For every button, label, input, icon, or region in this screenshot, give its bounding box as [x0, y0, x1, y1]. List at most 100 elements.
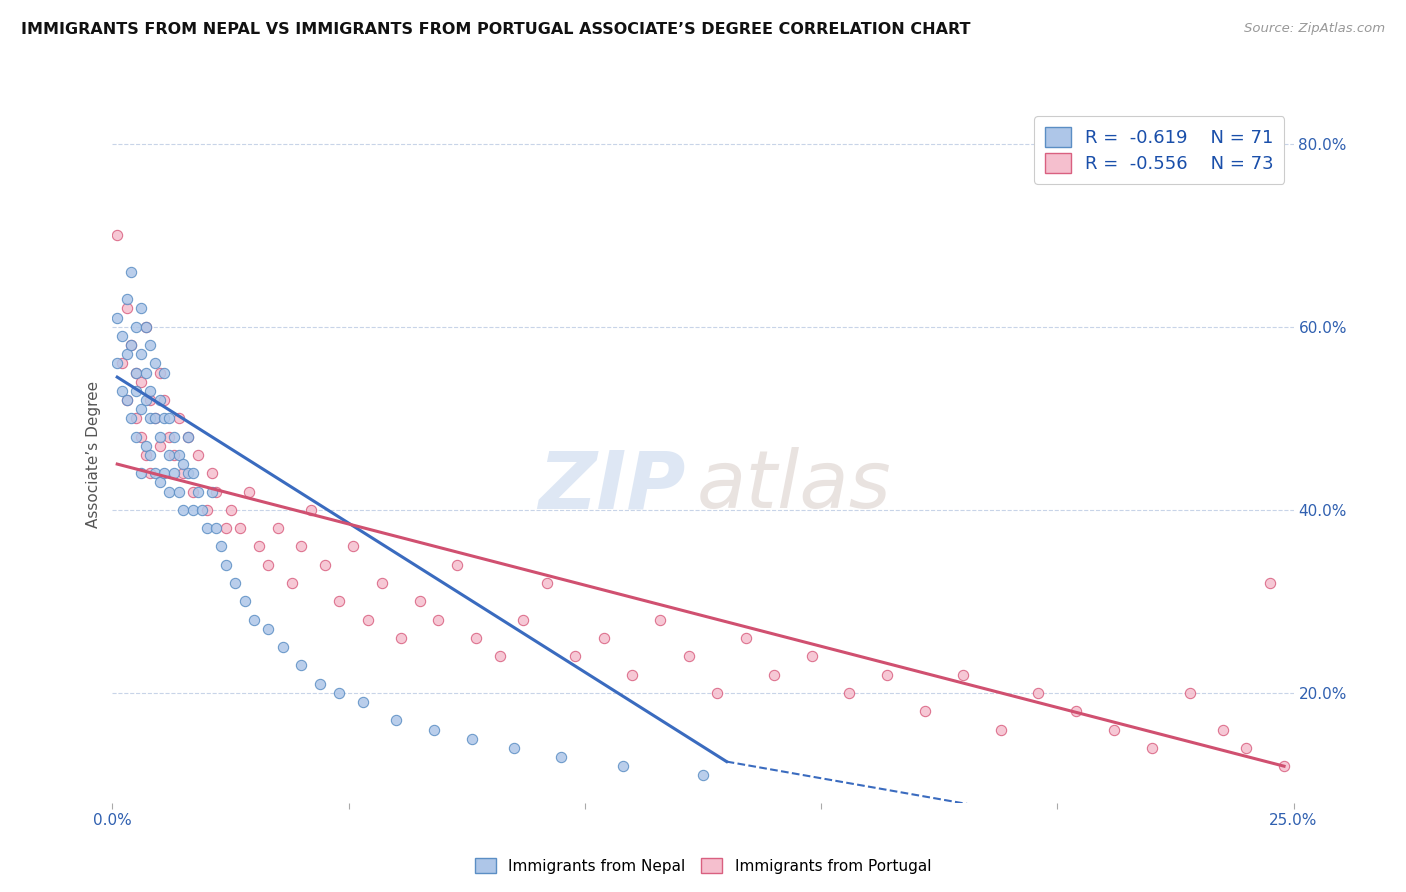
Point: [205, 521, 228, 535]
Point: [536, 576, 558, 591]
Point: [125, 411, 148, 425]
Point: [1178, 686, 1201, 700]
Text: ZIP: ZIP: [538, 447, 685, 525]
Point: [111, 329, 134, 343]
Point: [125, 384, 148, 398]
Point: [215, 521, 238, 535]
Point: [143, 411, 166, 425]
Point: [281, 576, 304, 591]
Point: [125, 319, 148, 334]
Point: [267, 521, 290, 535]
Point: [139, 392, 162, 407]
Point: [503, 740, 526, 755]
Point: [157, 484, 180, 499]
Point: [115, 347, 138, 361]
Point: [135, 392, 157, 407]
Point: [149, 475, 172, 490]
Point: [153, 366, 176, 380]
Point: [876, 667, 898, 681]
Point: [157, 429, 180, 443]
Point: [163, 467, 186, 481]
Point: [621, 667, 644, 681]
Point: [990, 723, 1012, 737]
Point: [762, 667, 785, 681]
Point: [111, 356, 134, 370]
Point: [952, 667, 974, 681]
Point: [115, 392, 138, 407]
Point: [139, 448, 162, 462]
Point: [143, 467, 166, 481]
Text: IMMIGRANTS FROM NEPAL VS IMMIGRANTS FROM PORTUGAL ASSOCIATE’S DEGREE CORRELATION: IMMIGRANTS FROM NEPAL VS IMMIGRANTS FROM…: [21, 22, 970, 37]
Point: [157, 411, 180, 425]
Point: [512, 613, 534, 627]
Point: [115, 392, 138, 407]
Point: [352, 695, 374, 709]
Point: [115, 293, 138, 307]
Point: [149, 439, 172, 453]
Point: [800, 649, 823, 664]
Point: [385, 714, 408, 728]
Point: [229, 521, 252, 535]
Point: [243, 613, 266, 627]
Point: [446, 558, 468, 572]
Point: [195, 503, 218, 517]
Point: [111, 384, 134, 398]
Point: [120, 265, 142, 279]
Point: [135, 448, 157, 462]
Point: [149, 392, 172, 407]
Point: [105, 310, 128, 325]
Point: [692, 768, 714, 782]
Point: [1258, 576, 1281, 591]
Point: [153, 392, 176, 407]
Point: [139, 467, 162, 481]
Point: [135, 439, 157, 453]
Point: [1140, 740, 1163, 755]
Point: [238, 484, 260, 499]
Point: [195, 521, 218, 535]
Legend: R =  -0.619    N = 71, R =  -0.556    N = 73: R = -0.619 N = 71, R = -0.556 N = 73: [1035, 116, 1285, 184]
Point: [157, 448, 180, 462]
Y-axis label: Associate’s Degree: Associate’s Degree: [86, 382, 101, 528]
Point: [219, 503, 242, 517]
Point: [105, 356, 128, 370]
Point: [309, 677, 332, 691]
Point: [139, 384, 162, 398]
Point: [914, 704, 936, 718]
Point: [167, 484, 190, 499]
Point: [163, 448, 186, 462]
Point: [612, 759, 634, 773]
Point: [125, 429, 148, 443]
Point: [120, 338, 142, 352]
Point: [706, 686, 728, 700]
Point: [186, 484, 208, 499]
Point: [181, 503, 204, 517]
Point: [356, 613, 378, 627]
Point: [105, 228, 128, 243]
Legend: Immigrants from Nepal, Immigrants from Portugal: Immigrants from Nepal, Immigrants from P…: [468, 852, 938, 880]
Text: Source: ZipAtlas.com: Source: ZipAtlas.com: [1244, 22, 1385, 36]
Point: [1028, 686, 1050, 700]
Point: [191, 503, 214, 517]
Point: [172, 467, 194, 481]
Point: [129, 467, 152, 481]
Point: [592, 631, 614, 645]
Point: [201, 467, 224, 481]
Point: [1234, 740, 1257, 755]
Point: [129, 429, 152, 443]
Point: [129, 347, 152, 361]
Point: [290, 658, 312, 673]
Point: [1212, 723, 1234, 737]
Point: [205, 484, 228, 499]
Point: [143, 411, 166, 425]
Point: [734, 631, 756, 645]
Point: [172, 457, 194, 471]
Point: [115, 301, 138, 316]
Point: [342, 540, 364, 554]
Point: [271, 640, 294, 655]
Point: [489, 649, 512, 664]
Point: [186, 448, 208, 462]
Point: [389, 631, 412, 645]
Point: [167, 448, 190, 462]
Point: [172, 503, 194, 517]
Point: [422, 723, 444, 737]
